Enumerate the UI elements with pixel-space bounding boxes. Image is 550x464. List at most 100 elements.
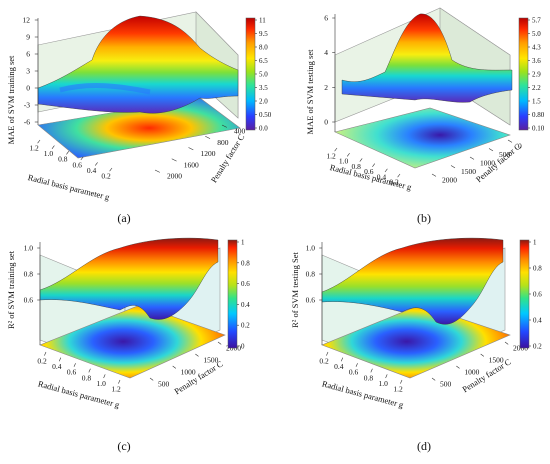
panel-d-g-tick-label: 0.4: [334, 362, 344, 371]
panel-b-colorbar-tick-label: 5.7: [532, 17, 541, 25]
panel-a-c-tick-label: 400: [234, 127, 246, 136]
panel-d-g-tick-mark: [340, 357, 344, 362]
panel-b-g-tick-mark: [346, 153, 350, 157]
panel-d-c-tick-label: 1000: [464, 368, 479, 377]
panel-d-g-tick-label: 0.2: [319, 357, 329, 366]
panel-b-z-tick-label: 0: [324, 118, 328, 127]
panel-c-floor-contour: [39, 304, 226, 379]
panel-c-c-tick-label: 1500: [203, 356, 218, 365]
panel-b-c-tick-label: 500: [499, 150, 511, 159]
panel-d-g-tick-mark: [385, 374, 388, 379]
panel-c-g-tick-mark: [44, 351, 47, 356]
panel-c-c-tick-label: 1000: [181, 368, 196, 377]
caption-c: (c): [117, 439, 130, 453]
panel-c-z-tick-label: 1.0: [24, 244, 34, 253]
panel-a-g-tick-label: 0.6: [73, 160, 83, 169]
panel-d-z-tick-label: 1.0: [306, 244, 316, 253]
panel-d-surface: [321, 237, 504, 325]
panel-d-colorbar-tick-label: 0.4: [533, 317, 542, 325]
panel-b-c-tick-mark: [450, 165, 456, 169]
panel-b-floor-contour: [334, 107, 511, 169]
panel-a-colorbar-tick-label: 2.0: [259, 98, 268, 106]
panel-a-g-tick-mark: [80, 156, 84, 161]
panel-b-colorbar-tick-label: 0.80: [532, 111, 545, 119]
panel-a-z-tick-label: 3: [26, 67, 30, 76]
panel-d-g-tick-mark: [370, 368, 373, 373]
panel-b-g-tick-label: 0.6: [364, 167, 374, 176]
panel-a-c-tick-label: 800: [217, 138, 229, 147]
panel-a-g-tick-label: 1.0: [44, 149, 54, 158]
panel-d-c-tick-label: 500: [440, 380, 452, 389]
panel-a-valley: [59, 83, 151, 95]
panel-c-g-tick-label: 0.6: [67, 368, 77, 377]
panel-b-z-tick-label: 2: [324, 83, 328, 92]
caption-a: (a): [117, 211, 130, 225]
panel-b-colorbar-tick-label: 2.9: [532, 71, 541, 79]
panel-d-g-tick-mark: [355, 363, 358, 367]
panel-b-colorbar-tick-label: 4.3: [532, 44, 541, 52]
caption-b: (b): [417, 211, 431, 225]
panel-b-surface: [341, 13, 513, 103]
panel-c-g-tick-label: 0.8: [82, 373, 92, 382]
panel-c-surface: [39, 237, 219, 320]
panel-c-colorbar-tick-label: 0.6: [241, 280, 250, 288]
panel-a-c-tick-mark: [154, 169, 160, 173]
panel-b-g-tick-label: 0.4: [377, 172, 387, 181]
panel-a-colorbar: [245, 17, 256, 131]
panel-b-c-tick-mark: [488, 148, 494, 152]
panel-d-c-tick-mark: [456, 365, 460, 369]
panel-a-z-tick-label: 9: [26, 33, 30, 42]
panel-c-g-tick-mark: [103, 374, 106, 379]
panel-a: -6 -3 0 3 6 9 12 1.2 1.0 0.8 0.6 0.4 0.2 400 8001200…: [6, 11, 272, 225]
panel-b-g-tick-mark: [359, 158, 363, 162]
panel-c-c-tick-mark: [195, 353, 199, 357]
panel-c-colorbar-tick-label: 1: [241, 239, 245, 247]
panel-b-zlabel: MAE of SVM testing set: [305, 49, 315, 135]
panel-d-g-tick-label: 0.6: [349, 368, 359, 377]
panel-c-c-tick-label: 500: [158, 380, 170, 389]
panel-b-c-tick-mark: [507, 139, 513, 143]
panel-a-colorbar-tick-label: 0.0: [259, 125, 268, 133]
panel-d-c-tick-mark: [480, 353, 485, 357]
panel-d-c-tick-mark: [504, 341, 509, 345]
panel-d-g-tick-label: 1.2: [393, 385, 403, 394]
panel-b: 0 2 4 6 1.21.00.80.60.40.2 0 500 1000 1500 2000…: [305, 7, 545, 225]
panel-c-g-tick-label: 0.4: [52, 362, 62, 371]
panel-c-g-tick-label: 1.2: [111, 385, 121, 394]
panel-d-c-tick-label: 1500: [489, 356, 504, 365]
panel-d-xlabel: Radial basis parameter g: [321, 378, 405, 410]
panel-d-colorbar-tick-label: 0.8: [533, 265, 542, 273]
panel-a-xlabel: Radial basis parameter g: [27, 172, 111, 202]
panel-d-z-tick-label: 0.6: [306, 296, 316, 305]
panel-c-ylabel: Penalty factor C: [172, 358, 224, 396]
panel-c-colorbar-tick-label: 0: [241, 343, 245, 351]
panel-a-g-tick-label: 0.8: [58, 155, 68, 164]
panel-b-c-tick-label: 0: [518, 142, 522, 151]
panel-b-c-tick-label: 1000: [480, 159, 495, 168]
panel-c-colorbar-tick-label: 0.4: [241, 301, 250, 309]
panel-a-c-tick-label: 1600: [184, 160, 199, 169]
panel-d-colorbar-tick-label: 0.6: [533, 291, 542, 299]
panel-a-colorbar-tick-label: 3.5: [259, 84, 268, 92]
panel-c-g-tick-label: 0.2: [37, 357, 47, 366]
panel-a-z-tick-label: -6: [24, 118, 30, 127]
panel-a-z-tick-label: 0: [26, 84, 30, 93]
panel-b-g-tick-mark: [334, 147, 338, 152]
panel-b-c-tick-label: 2000: [442, 176, 457, 185]
panel-a-c-tick-label: 2000: [167, 172, 182, 181]
panel-a-g-tick-mark: [37, 139, 41, 144]
panel-a-g-tick-label: 0.2: [101, 172, 111, 181]
panel-c: 0.6 0.8 1.0 0.2 0.4 0.6 0.8 1.0 1.2 500 1000 1500…: [6, 237, 250, 453]
caption-d: (d): [417, 439, 431, 453]
panel-b-colorbar: [518, 17, 529, 131]
panel-a-g-tick-mark: [51, 145, 55, 149]
panel-a-colorbar-tick-label: 8.0: [259, 44, 268, 52]
panel-d-colorbar: [519, 239, 530, 349]
panel-a-colorbar-tick-label: 6.5: [259, 57, 268, 65]
panel-a-g-tick-label: 0.4: [87, 166, 97, 175]
panel-c-c-tick-mark: [172, 365, 177, 369]
panel-c-g-tick-mark: [88, 368, 91, 373]
panel-c-zlabel: R² of SVM training set: [6, 250, 16, 329]
